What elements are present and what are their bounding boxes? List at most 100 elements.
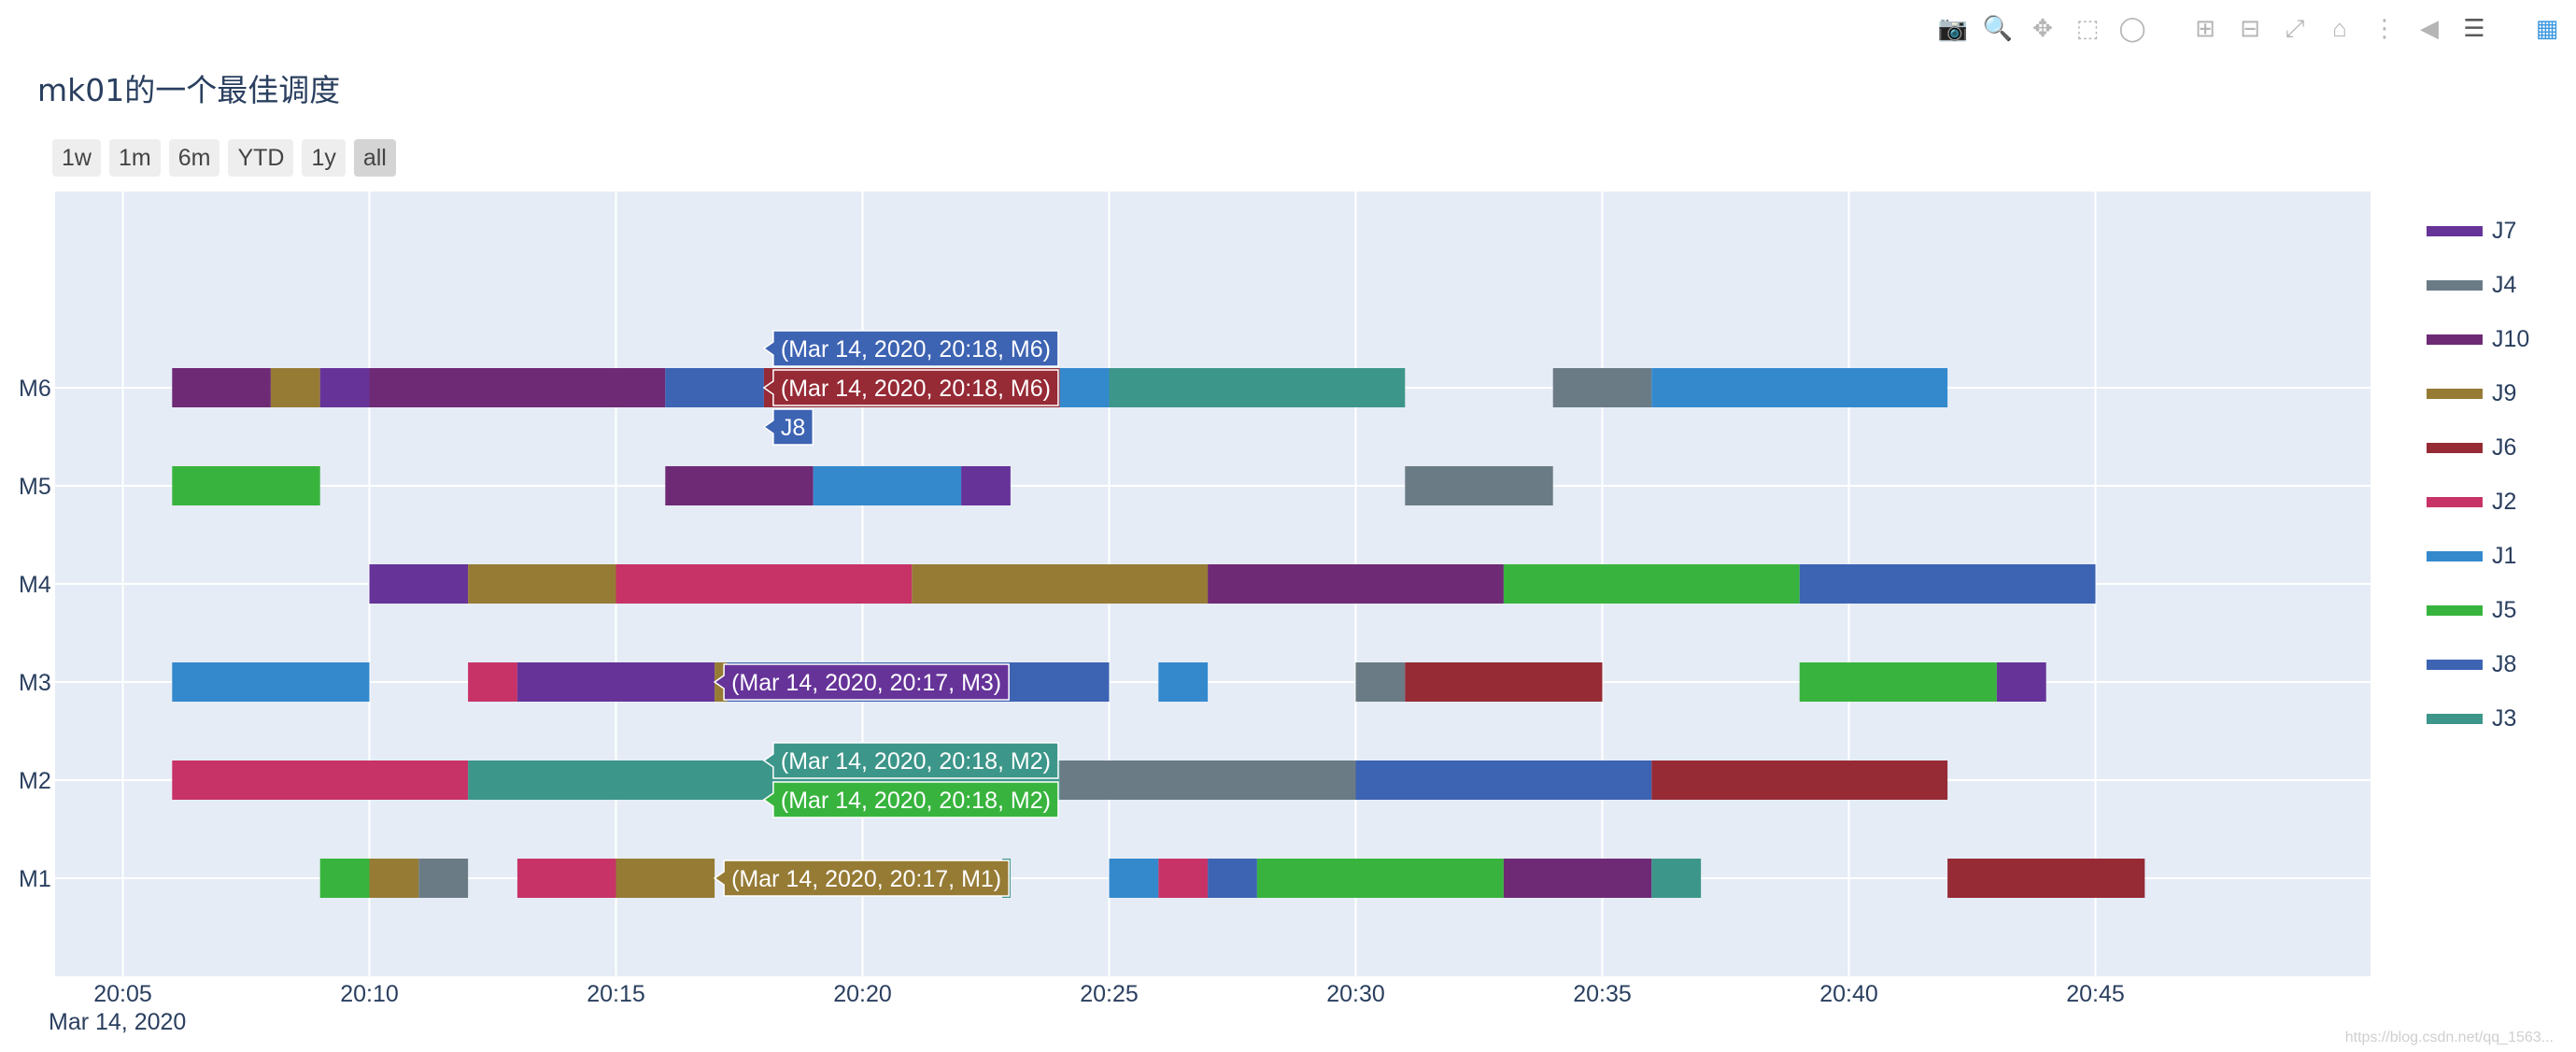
- task-bar-m1-j2[interactable]: [1158, 859, 1209, 898]
- hover-compare-icon[interactable]: ☰: [2463, 14, 2485, 42]
- task-bar-m1-j5[interactable]: [1256, 859, 1504, 898]
- legend-item-j2[interactable]: J2: [2427, 475, 2529, 529]
- task-bar-m1-j9[interactable]: [369, 859, 419, 898]
- legend-item-j1[interactable]: J1: [2427, 529, 2529, 583]
- task-bar-m1-j9[interactable]: [616, 859, 715, 898]
- task-bar-m2-j8[interactable]: [1355, 761, 1652, 800]
- zoom-in-icon[interactable]: ⊞: [2195, 14, 2215, 42]
- legend-swatch: [2427, 496, 2483, 507]
- legend-item-j9[interactable]: J9: [2427, 366, 2529, 420]
- task-bar-m3-j7[interactable]: [1996, 662, 2046, 702]
- task-bar-m4-j7[interactable]: [369, 564, 469, 604]
- range-button-all[interactable]: all: [353, 139, 396, 177]
- task-bar-m1-j10[interactable]: [1503, 859, 1652, 898]
- reset-axes-icon[interactable]: ⌂: [2332, 14, 2347, 42]
- y-tick-label: M4: [19, 572, 51, 598]
- task-bar-m6-j10[interactable]: [369, 368, 666, 407]
- range-button-1m[interactable]: 1m: [108, 139, 161, 177]
- task-bar-m6-j8[interactable]: [665, 368, 764, 407]
- task-bar-m4-j9[interactable]: [912, 564, 1209, 604]
- hover-label: (Mar 14, 2020, 20:18, M2): [762, 781, 1059, 818]
- range-button-1y[interactable]: 1y: [302, 139, 346, 177]
- hover-label: (Mar 14, 2020, 20:17, M3): [713, 663, 1010, 701]
- task-bar-m6-j10[interactable]: [172, 368, 271, 407]
- range-button-6m[interactable]: 6m: [168, 139, 220, 177]
- legend-item-j4[interactable]: J4: [2427, 258, 2529, 312]
- task-bar-m6-j3[interactable]: [1109, 368, 1406, 407]
- range-button-1w[interactable]: 1w: [52, 139, 101, 177]
- legend-label: J5: [2492, 596, 2517, 623]
- legend-item-j3[interactable]: J3: [2427, 691, 2529, 746]
- zoom-icon[interactable]: 🔍: [1982, 14, 2014, 42]
- box-select-icon[interactable]: ⬚: [2075, 14, 2100, 42]
- y-tick-label: M3: [19, 670, 51, 696]
- legend-item-j5[interactable]: J5: [2427, 583, 2529, 637]
- task-bar-m3-j1[interactable]: [1158, 662, 1209, 702]
- legend-item-j7[interactable]: J7: [2427, 204, 2529, 258]
- task-bar-m1-j8[interactable]: [1208, 859, 1257, 898]
- legend-swatch: [2427, 659, 2483, 670]
- task-bar-m6-j1[interactable]: [1059, 368, 1110, 407]
- task-bar-m1-j6[interactable]: [1947, 859, 2145, 898]
- task-bar-m3-j6[interactable]: [1405, 662, 1603, 702]
- task-bar-m1-j1[interactable]: [1109, 859, 1159, 898]
- task-bar-m4-j2[interactable]: [616, 564, 913, 604]
- hover-label-text: (Mar 14, 2020, 20:18, M2): [781, 748, 1051, 775]
- y-tick-label: M6: [19, 376, 51, 402]
- legend-item-j8[interactable]: J8: [2427, 637, 2529, 691]
- legend-swatch: [2427, 225, 2483, 236]
- camera-icon[interactable]: 📷: [1937, 14, 1969, 42]
- task-bar-m1-j5[interactable]: [319, 859, 370, 898]
- task-bar-m5-j4[interactable]: [1405, 466, 1553, 505]
- task-bar-m1-j3[interactable]: [1651, 859, 1702, 898]
- hover-label-text: (Mar 14, 2020, 20:18, M2): [781, 788, 1051, 814]
- task-bar-m3-j7[interactable]: [517, 662, 715, 702]
- task-bar-m1-j4[interactable]: [418, 859, 469, 898]
- spike-lines-icon[interactable]: ⋮: [2372, 14, 2397, 42]
- task-bar-m6-j9[interactable]: [270, 368, 320, 407]
- task-bar-m6-j1[interactable]: [1651, 368, 1948, 407]
- legend-label: J3: [2492, 704, 2517, 732]
- lasso-select-icon[interactable]: ◯: [2118, 14, 2146, 42]
- task-bar-m3-j1[interactable]: [172, 662, 370, 702]
- task-bar-m2-j4[interactable]: [1059, 761, 1356, 800]
- task-bar-m5-j7[interactable]: [961, 466, 1011, 505]
- task-bar-m5-j1[interactable]: [813, 466, 962, 505]
- task-bar-m6-j4[interactable]: [1552, 368, 1652, 407]
- legend: J7 J4 J10 J9 J6 J2 J1 J5 J8 J3: [2427, 204, 2529, 746]
- hover-label: J8: [762, 408, 814, 446]
- task-bar-m2-j2[interactable]: [172, 761, 469, 800]
- task-bar-m5-j10[interactable]: [665, 466, 814, 505]
- x-date-label: Mar 14, 2020: [49, 1009, 186, 1035]
- hover-closest-icon[interactable]: ◀: [2420, 14, 2439, 42]
- x-tick-label: 20:25: [1080, 981, 1139, 1007]
- task-bar-m4-j10[interactable]: [1208, 564, 1504, 604]
- task-bar-m3-j5[interactable]: [1799, 662, 1997, 702]
- task-bar-m5-j5[interactable]: [172, 466, 320, 505]
- autoscale-icon[interactable]: ⤢: [2285, 14, 2305, 42]
- pan-icon[interactable]: ✥: [2032, 14, 2053, 42]
- task-bar-m3-j4[interactable]: [1355, 662, 1406, 702]
- hover-label-text: J8: [781, 415, 805, 441]
- task-bar-m6-j7[interactable]: [319, 368, 370, 407]
- task-bar-m3-j2[interactable]: [468, 662, 517, 702]
- legend-swatch: [2427, 279, 2483, 291]
- legend-item-j6[interactable]: J6: [2427, 420, 2529, 475]
- task-bar-m4-j9[interactable]: [468, 564, 616, 604]
- task-bar-m1-j2[interactable]: [517, 859, 616, 898]
- range-selector: 1w 1m 6m YTD 1y all: [52, 139, 396, 177]
- task-bar-m4-j8[interactable]: [1799, 564, 2096, 604]
- x-tick-label: 20:05: [93, 981, 152, 1007]
- range-button-ytd[interactable]: YTD: [228, 139, 294, 177]
- task-bar-m2-j6[interactable]: [1651, 761, 1948, 800]
- task-bar-m4-j5[interactable]: [1503, 564, 1800, 604]
- plotly-logo-icon[interactable]: ▦: [2535, 14, 2559, 42]
- legend-label: J9: [2492, 379, 2517, 406]
- x-tick-label: 20:45: [2066, 981, 2125, 1007]
- x-tick-label: 20:35: [1573, 981, 1632, 1007]
- hover-label-text: (Mar 14, 2020, 20:18, M6): [781, 336, 1051, 363]
- zoom-out-icon[interactable]: ⊟: [2240, 14, 2260, 42]
- legend-item-j10[interactable]: J10: [2427, 312, 2529, 366]
- x-tick-label: 20:10: [340, 981, 399, 1007]
